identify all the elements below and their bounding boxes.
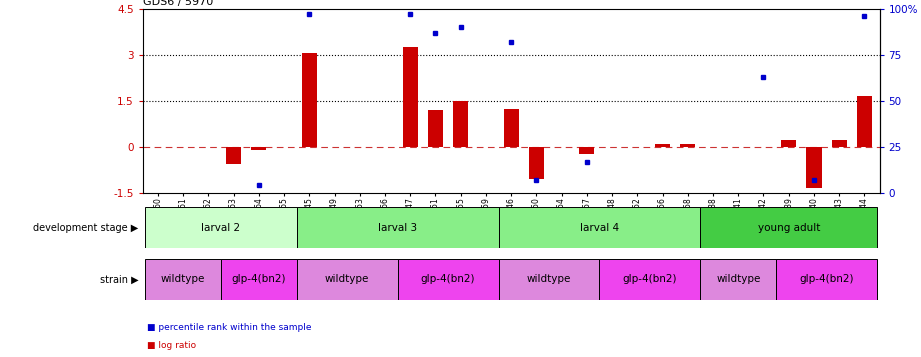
Bar: [600, 259, 700, 300]
Bar: [504, 109, 519, 147]
Text: glp-4(bn2): glp-4(bn2): [799, 274, 854, 285]
Text: strain ▶: strain ▶: [99, 274, 138, 285]
Bar: [402, 47, 418, 147]
Text: wildtype: wildtype: [716, 274, 761, 285]
Text: young adult: young adult: [758, 222, 820, 233]
Bar: [681, 144, 695, 147]
Text: ■ percentile rank within the sample: ■ percentile rank within the sample: [147, 323, 312, 332]
Text: wildtype: wildtype: [325, 274, 369, 285]
Text: wildtype: wildtype: [527, 274, 571, 285]
Bar: [832, 140, 846, 147]
Bar: [700, 207, 877, 248]
Bar: [221, 259, 297, 300]
Bar: [398, 259, 498, 300]
Text: glp-4(bn2): glp-4(bn2): [623, 274, 677, 285]
Bar: [453, 101, 468, 147]
Bar: [498, 259, 600, 300]
Bar: [776, 259, 877, 300]
Bar: [297, 207, 498, 248]
Bar: [655, 144, 670, 147]
Bar: [146, 259, 221, 300]
Bar: [251, 147, 266, 151]
Text: glp-4(bn2): glp-4(bn2): [231, 274, 286, 285]
Text: GDS6 / 5970: GDS6 / 5970: [143, 0, 213, 7]
Bar: [428, 110, 443, 147]
Bar: [297, 259, 398, 300]
Bar: [579, 147, 594, 154]
Bar: [700, 259, 776, 300]
Text: larval 2: larval 2: [202, 222, 240, 233]
Bar: [146, 207, 297, 248]
Text: larval 3: larval 3: [378, 222, 417, 233]
Bar: [781, 140, 797, 147]
Text: ■ log ratio: ■ log ratio: [147, 341, 196, 350]
Bar: [498, 207, 700, 248]
Bar: [529, 147, 544, 179]
Bar: [857, 96, 872, 147]
Text: development stage ▶: development stage ▶: [33, 222, 138, 233]
Bar: [226, 147, 241, 164]
Text: larval 4: larval 4: [580, 222, 619, 233]
Text: glp-4(bn2): glp-4(bn2): [421, 274, 475, 285]
Text: wildtype: wildtype: [161, 274, 205, 285]
Bar: [807, 147, 822, 188]
Bar: [302, 53, 317, 147]
